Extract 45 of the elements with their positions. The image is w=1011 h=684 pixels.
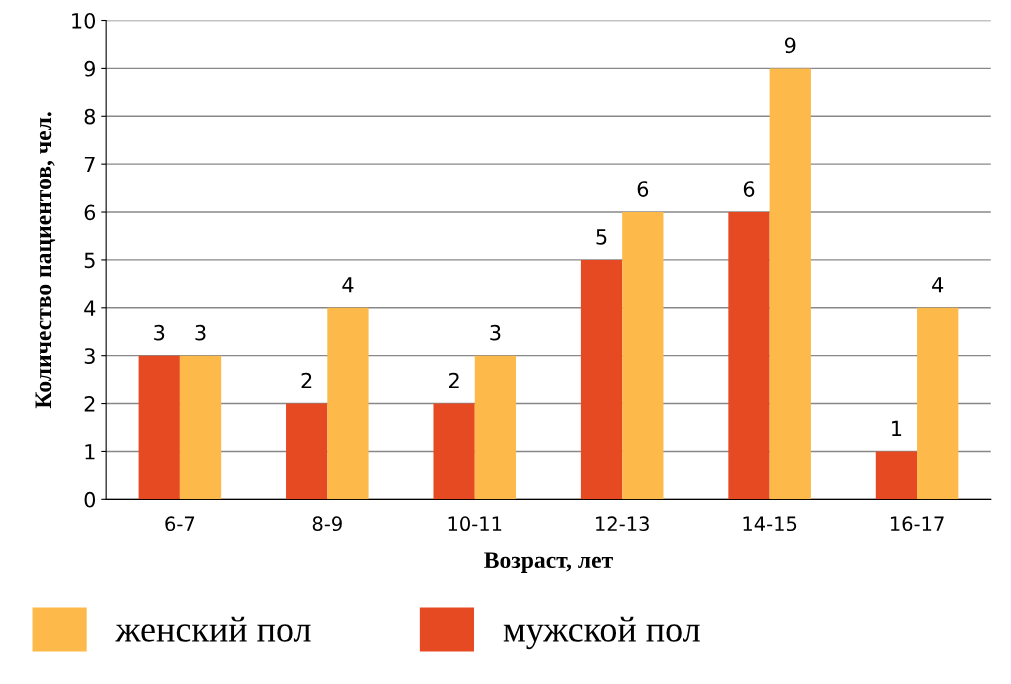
x-tick-label: 12-13 [596,516,649,532]
bar [728,212,770,500]
y-tick-label: 3 [84,348,95,364]
y-tick-label: 8 [84,108,96,125]
bar [179,355,222,500]
y-tick-label: 0 [84,491,96,508]
y-tick-label: 9 [84,60,95,77]
x-tick-label: 8-9 [312,516,342,532]
y-tick-label: 7 [84,156,95,173]
bar [622,212,664,500]
bar [474,355,517,500]
legend-label: мужской пол [503,616,700,650]
data-label: 6 [743,181,755,197]
y-tick-label: 5 [84,252,95,269]
y-tick-label: 6 [84,204,96,221]
data-label: 1 [892,420,902,436]
x-tick-label: 10-11 [448,516,502,532]
data-label: 5 [596,229,607,245]
bar [327,307,369,500]
bar [875,451,918,500]
y-tick-label: 10 [72,12,96,29]
bar [138,355,180,500]
bar [433,403,475,500]
data-label: 2 [301,372,312,389]
x-tick-label: 16-17 [890,516,944,532]
bar [286,403,328,500]
legend-label: женский пол [115,616,311,642]
bar [917,307,959,500]
data-label: 3 [490,324,501,341]
y-tick-label: 1 [85,444,95,460]
bar [769,68,811,500]
y-axis-title: Количество пациентов, чел. [35,112,56,409]
data-label: 3 [154,324,165,341]
data-label: 4 [342,277,354,293]
x-tick-label: 14-15 [743,516,797,532]
y-tick-label: 4 [84,300,96,316]
data-label: 9 [784,37,796,54]
data-label: 4 [932,277,944,293]
data-label: 2 [449,372,459,389]
bar [580,259,623,500]
data-label: 6 [637,181,649,197]
x-tick-label: 6-7 [165,516,195,532]
data-label: 3 [195,324,206,341]
x-axis-title: Возраст, лет [484,552,613,573]
y-tick-label: 2 [84,396,95,412]
